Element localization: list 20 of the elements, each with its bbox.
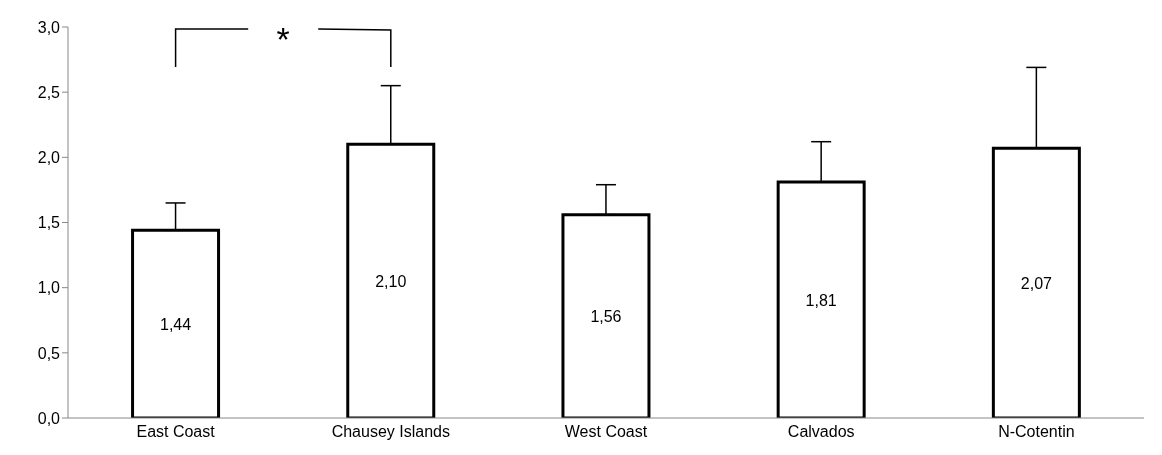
data-label: 1,81 xyxy=(805,291,837,309)
y-tick-label: 3,0 xyxy=(37,18,61,36)
y-tick-label: 1,0 xyxy=(37,279,61,297)
x-tick-label: Calvados xyxy=(787,423,855,441)
y-tick-label: 2,5 xyxy=(37,83,61,101)
x-tick-label: Chausey Islands xyxy=(331,423,450,441)
data-label: 1,44 xyxy=(159,315,192,333)
x-tick-label: East Coast xyxy=(136,423,216,441)
y-tick-label: 0,0 xyxy=(37,409,61,427)
data-label: 1,56 xyxy=(590,308,622,326)
bar xyxy=(776,180,866,418)
bar xyxy=(991,146,1081,418)
y-tick-label: 2,0 xyxy=(37,149,61,167)
annotation: * xyxy=(276,20,290,58)
x-tick-label: West Coast xyxy=(564,423,648,441)
x-tick-label: N-Cotentin xyxy=(998,423,1075,441)
y-tick-label: 1,5 xyxy=(37,214,61,232)
data-label: 2,07 xyxy=(1020,274,1053,292)
y-tick-label: 0,5 xyxy=(37,344,61,362)
data-label: 2,10 xyxy=(375,272,407,290)
